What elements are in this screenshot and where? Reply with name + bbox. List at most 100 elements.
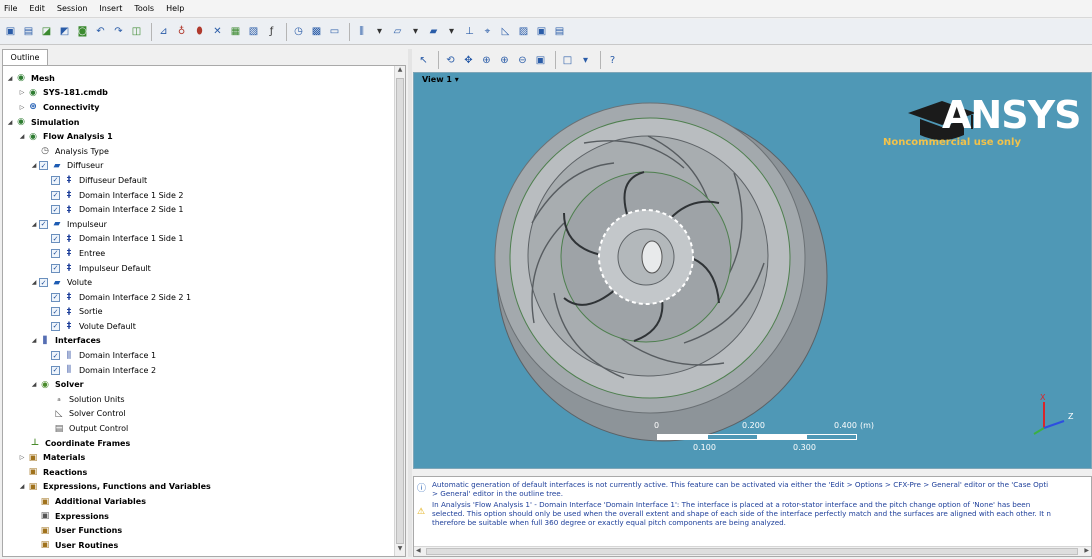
collapse-arrow-icon[interactable]: ◢ xyxy=(31,162,37,170)
tree-item-mesh[interactable]: ◢ ◉ Mesh xyxy=(3,71,395,86)
outline-scrollbar[interactable]: ▲ ▼ xyxy=(394,66,405,556)
scroll-down-icon[interactable]: ▼ xyxy=(397,545,403,552)
dropdown-arrow-icon[interactable]: ▾ xyxy=(582,54,589,66)
viewport-layout-icon[interactable]: □ xyxy=(562,54,573,66)
turbo-mode-icon[interactable]: ▣ xyxy=(536,26,547,37)
select-icon[interactable]: ↖ xyxy=(419,54,428,66)
solver-control-icon[interactable]: ◷ xyxy=(294,26,303,37)
scroll-up-icon[interactable]: ▲ xyxy=(397,66,403,73)
help-icon[interactable]: ? xyxy=(609,54,616,66)
tree-item-boundary[interactable]: ✓ ‡ Impulseur Default xyxy=(3,261,395,276)
tree-item-simulation[interactable]: ◢ ◉ Simulation xyxy=(3,115,395,130)
tree-item-user-routines[interactable]: ▣ User Routines xyxy=(3,538,395,553)
tree-item-output-control[interactable]: ▤ Output Control xyxy=(3,421,395,436)
menu-help[interactable]: Help xyxy=(166,4,185,13)
user-routine-icon[interactable]: ▨ xyxy=(518,26,529,37)
menu-file[interactable]: File xyxy=(4,4,18,13)
user-function-icon[interactable]: ◺ xyxy=(501,26,510,37)
rotate-icon[interactable]: ⟲ xyxy=(446,54,455,66)
initialization-icon[interactable]: ▦ xyxy=(230,26,241,37)
collapse-arrow-icon[interactable]: ◢ xyxy=(7,74,13,82)
tab-outline[interactable]: Outline xyxy=(2,49,48,65)
expand-arrow-icon[interactable]: ▷ xyxy=(19,454,25,462)
tree-item-solver-control[interactable]: ◺ Solver Control xyxy=(3,407,395,422)
tree-item-reactions[interactable]: ▣ Reactions xyxy=(3,465,395,480)
collapse-arrow-icon[interactable]: ◢ xyxy=(31,220,37,228)
pan-icon[interactable]: ✥ xyxy=(464,54,473,66)
reaction-icon[interactable]: ⌖ xyxy=(484,26,491,37)
collapse-arrow-icon[interactable]: ◢ xyxy=(19,483,25,491)
tree-item-boundary[interactable]: ✓ ‡ Entree xyxy=(3,246,395,261)
tree-item-boundary[interactable]: ✓ ‡ Domain Interface 1 Side 1 xyxy=(3,232,395,247)
tree-item-analysis-type[interactable]: ◷ Analysis Type xyxy=(3,144,395,159)
scroll-left-icon[interactable]: ◀ xyxy=(416,547,421,554)
boundary-icon[interactable]: ♁ xyxy=(177,26,186,37)
dropdown-arrow-icon[interactable]: ▾ xyxy=(448,26,455,37)
scroll-thumb[interactable] xyxy=(396,78,404,544)
expand-arrow-icon[interactable]: ▷ xyxy=(19,103,25,111)
tree-item-domain-volute[interactable]: ◢ ✓ ▰ Volute xyxy=(3,275,395,290)
zoom-box-icon[interactable]: ⊕ xyxy=(500,54,509,66)
save-icon[interactable]: ▣ xyxy=(5,26,16,37)
menu-tools[interactable]: Tools xyxy=(134,4,155,13)
case-options-icon[interactable]: ▤ xyxy=(554,26,565,37)
tree-item-domain-diffuseur[interactable]: ◢ ✓ ▰ Diffuseur xyxy=(3,159,395,174)
tree-item-additional-variables[interactable]: ▣ Additional Variables xyxy=(3,494,395,509)
view-selector[interactable]: View 1 ▾ xyxy=(422,75,459,84)
scroll-thumb[interactable] xyxy=(426,548,1078,555)
menu-insert[interactable]: Insert xyxy=(99,4,123,13)
mesh-adaption-icon[interactable]: ▧ xyxy=(248,26,259,37)
open-icon[interactable]: ▤ xyxy=(23,26,34,37)
tree-item-boundary[interactable]: ✓ ‡ Domain Interface 1 Side 2 xyxy=(3,188,395,203)
subdomain-icon[interactable]: ⬮ xyxy=(196,26,203,37)
tree-item-solution-units[interactable]: ₐ Solution Units xyxy=(3,392,395,407)
tree-item-boundary[interactable]: ✓ ‡ Domain Interface 2 Side 1 xyxy=(3,202,395,217)
collapse-arrow-icon[interactable]: ◢ xyxy=(7,118,13,126)
zoom-out-icon[interactable]: ⊖ xyxy=(518,54,527,66)
zoom-icon[interactable]: ⊕ xyxy=(482,54,491,66)
tree-item-mesh-file[interactable]: ▷ ◉ SYS-181.cmdb xyxy=(3,86,395,101)
tree-item-flow-analysis[interactable]: ◢ ◉ Flow Analysis 1 xyxy=(3,129,395,144)
visibility-checkbox[interactable]: ✓ xyxy=(51,321,60,331)
fit-view-icon[interactable]: ▣ xyxy=(535,54,546,66)
tree-item-solver[interactable]: ◢ ◉ Solver xyxy=(3,377,395,392)
panel-splitter[interactable] xyxy=(408,49,412,557)
undo-icon[interactable]: ↶ xyxy=(96,26,105,37)
tree-item-expressions-group[interactable]: ◢ ▣ Expressions, Functions and Variables xyxy=(3,480,395,495)
output-control-icon[interactable]: ▩ xyxy=(311,26,322,37)
tree-item-coordinate-frames[interactable]: ⊥ Coordinate Frames xyxy=(3,436,395,451)
collapse-arrow-icon[interactable]: ◢ xyxy=(31,279,37,287)
define-run-icon[interactable]: ▭ xyxy=(329,26,340,37)
menu-edit[interactable]: Edit xyxy=(29,4,45,13)
tree-item-interface[interactable]: ✓ ⫼ Domain Interface 1 xyxy=(3,348,395,363)
visibility-checkbox[interactable]: ✓ xyxy=(39,161,48,171)
tree-item-boundary[interactable]: ✓ ‡ Volute Default xyxy=(3,319,395,334)
material-icon[interactable]: ▱ xyxy=(393,26,402,37)
scroll-right-icon[interactable]: ▶ xyxy=(1084,547,1089,554)
interface-icon[interactable]: ⫼ xyxy=(359,26,364,37)
visibility-checkbox[interactable]: ✓ xyxy=(51,205,60,215)
visibility-checkbox[interactable]: ✓ xyxy=(51,234,60,244)
graphics-icon[interactable]: ◙ xyxy=(77,26,88,37)
visibility-checkbox[interactable]: ✓ xyxy=(51,307,60,317)
source-point-icon[interactable]: ✕ xyxy=(213,26,222,37)
tree-item-boundary[interactable]: ✓ ‡ Domain Interface 2 Side 2 1 xyxy=(3,290,395,305)
transform-icon[interactable]: ◫ xyxy=(131,26,142,37)
collapse-arrow-icon[interactable]: ◢ xyxy=(31,337,37,345)
visibility-checkbox[interactable]: ✓ xyxy=(51,248,60,258)
tree-item-interface[interactable]: ✓ ⫼ Domain Interface 2 xyxy=(3,363,395,378)
tree-item-interfaces[interactable]: ◢ ⫼ Interfaces xyxy=(3,334,395,349)
domain-icon[interactable]: ⊿ xyxy=(159,26,168,37)
tree-item-user-functions[interactable]: ▣ User Functions xyxy=(3,523,395,538)
visibility-checkbox[interactable]: ✓ xyxy=(51,292,60,302)
import-mesh-icon[interactable]: ◪ xyxy=(41,26,52,37)
tree-item-connectivity[interactable]: ▷ ⊛ Connectivity xyxy=(3,100,395,115)
collapse-arrow-icon[interactable]: ◢ xyxy=(19,133,25,141)
tree-item-expressions[interactable]: ▣ Expressions xyxy=(3,509,395,524)
visibility-checkbox[interactable]: ✓ xyxy=(51,351,60,361)
tree-item-boundary[interactable]: ✓ ‡ Diffuseur Default xyxy=(3,173,395,188)
3d-viewport[interactable]: View 1 ▾ xyxy=(413,72,1092,469)
visibility-checkbox[interactable]: ✓ xyxy=(51,365,60,375)
menu-session[interactable]: Session xyxy=(56,4,88,13)
tree-item-materials[interactable]: ▷ ▣ Materials xyxy=(3,450,395,465)
